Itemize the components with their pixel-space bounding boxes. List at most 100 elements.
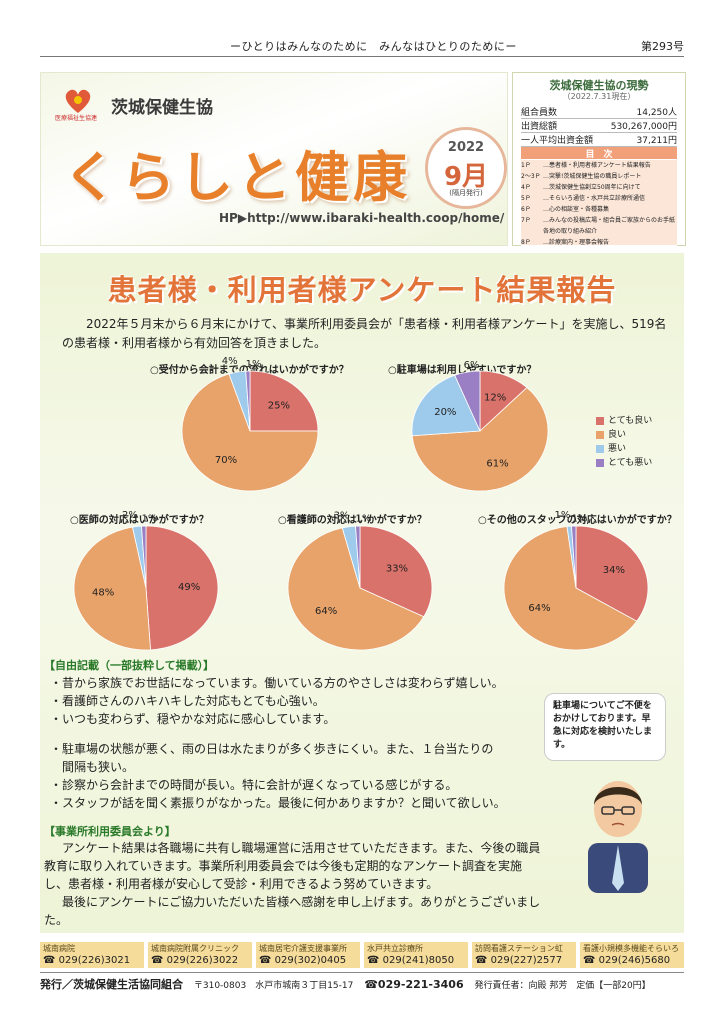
pie-label: 20% <box>434 407 456 418</box>
office-name: 城南病院 <box>43 944 75 953</box>
pie-label: 70% <box>215 455 237 466</box>
pie-label: 1% <box>246 359 262 370</box>
publisher-tel: ☎029-221-3406 <box>364 978 464 991</box>
status-value: 37,211円 <box>636 136 678 146</box>
pie-slice <box>571 525 577 589</box>
chart-title: ○その他のスタッフの対応はいかがですか？ <box>478 515 677 526</box>
date-badge: 2022 9月 (隔月発行) <box>425 127 507 209</box>
status-row: 出資総額 530,267,000円 <box>521 119 677 133</box>
pie-doctor: 49% 48% 2% 1% <box>73 510 219 651</box>
toc-page: 2～3Ｐ <box>521 173 541 180</box>
comment-line: ・いつも変わらず、穏やかな対応に感心しています。 <box>50 712 336 726</box>
pie-label: 48% <box>92 588 114 599</box>
office-phone: ☎ 029(226)3022 <box>151 955 239 966</box>
logo-subtext: 医療福祉生協連 <box>55 115 98 122</box>
pie-slice <box>287 527 425 651</box>
toc-text: …みんなの投稿広場・組合員ご家族からのお手紙 <box>543 217 676 224</box>
chart-legend: とても良い 良い 悪い とても悪い <box>596 413 652 469</box>
pie-label: 6% <box>464 360 480 371</box>
legend-label: とても悪い <box>608 458 653 468</box>
pie-nurse: 33% 64% 3% 1% <box>287 510 433 651</box>
toc-text: …診療案内・理事会報告 <box>543 239 610 246</box>
legend-swatch <box>596 444 604 453</box>
pie-slice <box>411 387 549 492</box>
pie-slice <box>503 526 638 651</box>
pie-label: 1% <box>356 514 372 525</box>
pie-label: 64% <box>528 603 550 614</box>
slogan: ーひとりはみんなのために みんなはひとりのためにー <box>230 40 517 53</box>
publisher-address: 〒310-0803 水戸市城南３丁目15-17 <box>193 981 354 991</box>
badge-month: 9月 <box>443 162 489 192</box>
office-name: 看護小規模多機能そらいろ <box>583 944 679 953</box>
pie-slice <box>411 374 481 437</box>
office-name: 訪問看護ステーション虹 <box>475 944 563 953</box>
pie-label: 4% <box>222 356 238 367</box>
status-title: 茨城保健生協の現勢 <box>549 79 649 92</box>
toc-text: …そらいろ通信・水戸共立診療所通信 <box>543 195 646 202</box>
pie-label: 61% <box>486 459 508 470</box>
office-phone: ☎ 029(227)2577 <box>475 955 563 966</box>
legend-label: 悪い <box>608 444 627 454</box>
office-entry: 城南病院 ☎ 029(226)3021 <box>40 942 144 968</box>
pie-slice <box>245 370 251 432</box>
pie-label: 1% <box>142 514 158 525</box>
pie-label: 25% <box>268 401 290 412</box>
legend-item: 悪い <box>596 441 652 455</box>
comment-line: ・看護師さんのハキハキした対応もとても心強い。 <box>50 694 325 708</box>
toc-page: 6Ｐ <box>521 206 531 213</box>
toc-text: …心の相談室・各種募集 <box>543 206 610 213</box>
price: 定価【一部20円】 <box>576 981 651 991</box>
pie-slice <box>249 370 319 432</box>
org-name: 茨城保健生協 <box>111 98 213 118</box>
newsletter-title: くらしと健康 <box>63 146 411 209</box>
status-label: 出資総額 <box>521 122 558 132</box>
masthead: 医療福祉生協連 茨城保健生協 くらしと健康 2022 9月 (隔月発行) HP▶… <box>40 72 508 246</box>
pie-reception: 25% 70% 4% 1% <box>181 356 319 492</box>
publisher-editor: 発行責任者：向殿 邦芳 <box>474 981 568 991</box>
pie-slice <box>141 525 147 589</box>
pie-label: 12% <box>484 393 506 404</box>
status-label: 一人平均出資金額 <box>521 136 594 146</box>
chart-title: ○受付から会計までの流れはいかがですか？ <box>150 365 349 376</box>
pie-label: 3% <box>334 510 350 521</box>
toc-text: …患者様・利用者様アンケート結果報告 <box>543 162 651 169</box>
pie-label: 1% <box>572 514 588 525</box>
toc-text: …茨城保健生協創立50周年に向けて <box>543 184 641 191</box>
toc-page: 4Ｐ <box>521 184 531 191</box>
legend-label: とても良い <box>608 416 653 426</box>
office-entry: 城南病院附属クリニック ☎ 029(226)3022 <box>148 942 252 968</box>
pie-label: 49% <box>178 582 200 593</box>
toc-text: …突撃!茨城保健生協の職員レポート <box>543 173 642 180</box>
legend-item: とても悪い <box>596 455 652 469</box>
staff-character-icon <box>588 781 648 893</box>
legend-item: とても良い <box>596 413 652 427</box>
status-value: 14,250人 <box>636 108 678 118</box>
status-label: 組合員数 <box>521 108 558 118</box>
office-phone: ☎ 029(226)3021 <box>43 955 131 966</box>
comment-line: ・スタッフが話を聞く素振りがなかった。最後に何かありますか？と聞いて欲しい。 <box>50 796 506 810</box>
speech-bubble: 駐車場についてご不便をおかけしております。早急に対応を検討いたします。 <box>544 693 666 761</box>
office-name: 城南病院附属クリニック <box>151 944 239 953</box>
survey-panel: 患者様・利用者様アンケート結果報告 2022年５月末から６月末にかけて、事業所利… <box>40 253 684 933</box>
coop-logo-icon <box>65 89 91 113</box>
legend-label: 良い <box>608 430 627 440</box>
pie-label: 34% <box>603 565 625 576</box>
pie-slice <box>454 370 481 432</box>
pie-slice <box>73 526 151 651</box>
homepage-link[interactable]: HP▶http://www.ibaraki-health.coop/home/ <box>219 211 505 225</box>
pie-charts: 25% 70% 4% 1% 12% 61% 20% 6% 49% 48% 2% 1% 33% 64%… <box>73 356 649 651</box>
toc-item[interactable]: 8Ｐ …診療案内・理事会報告 <box>521 237 677 246</box>
pie-label: 33% <box>386 564 408 575</box>
toc-page: 1Ｐ <box>521 162 531 169</box>
office-name: 水戸共立診療所 <box>367 944 423 953</box>
comment-line: 間隔も狭い。 <box>50 760 135 774</box>
office-entry: 水戸共立診療所 ☎ 029(241)8050 <box>364 942 468 968</box>
survey-heading: 患者様・利用者様アンケート結果報告 <box>107 273 617 307</box>
pie-slice <box>181 373 319 492</box>
office-entry: 訪問看護ステーション虹 ☎ 029(227)2577 <box>472 942 576 968</box>
toc-text: 各地の取り組み紹介 <box>543 228 598 235</box>
toc-page: 5Ｐ <box>521 195 531 202</box>
pie-staff: 34% 64% 1% 1% <box>503 510 649 651</box>
pie-label: 2% <box>122 510 138 521</box>
status-date: （2022.7.31現在） <box>562 92 636 101</box>
